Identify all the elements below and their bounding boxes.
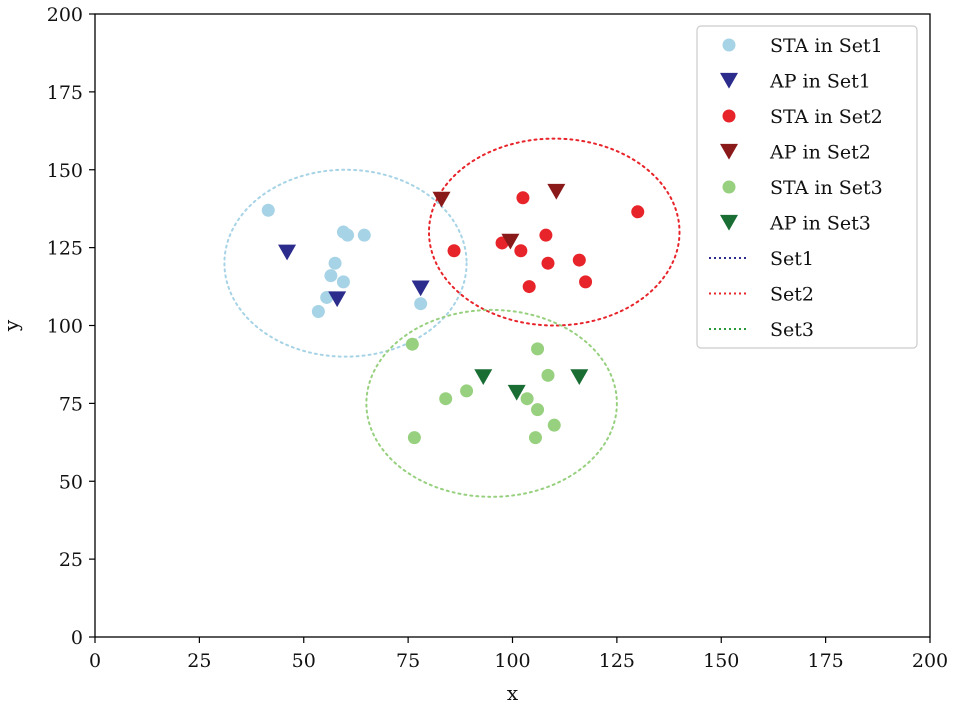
y-axis-label: y (0, 319, 23, 332)
sta-in-set3-point (531, 342, 545, 356)
y-tick-label: 0 (71, 627, 83, 649)
ap-in-set3-marker (474, 369, 493, 385)
y-tick-label: 175 (47, 82, 83, 104)
sta-in-set1-point (324, 269, 338, 283)
sta-in-set3-point (407, 431, 421, 445)
legend-ap-in-set2-label: AP in Set2 (769, 142, 871, 164)
sta-in-set2-point (514, 244, 528, 258)
sta-in-set3-point (439, 392, 453, 406)
sta-in-set1-point (357, 228, 371, 242)
cluster-ellipse-set3 (365, 308, 618, 498)
legend-box (696, 25, 918, 349)
sta-in-set1-point (328, 256, 342, 270)
sta-in-set3-point (541, 368, 555, 382)
sta-in-set2-point (522, 280, 536, 294)
y-tick-label: 50 (59, 471, 83, 493)
y-tick-label: 150 (47, 160, 83, 182)
sta-in-set1-point (414, 297, 428, 311)
x-tick-label: 200 (912, 650, 948, 672)
x-tick-label: 25 (187, 650, 211, 672)
cluster-ellipse-set1 (223, 168, 468, 358)
legend-ap-in-set3-label: AP in Set3 (769, 213, 871, 235)
ap-in-set2-marker (432, 191, 451, 208)
legend-set1-label: Set1 (770, 248, 814, 270)
x-tick-label: 150 (703, 650, 739, 672)
ap-in-set1-marker (411, 280, 430, 297)
x-tick-label: 50 (292, 650, 316, 672)
x-tick-label: 175 (807, 650, 843, 672)
legend-ap-in-set2-swatch (720, 143, 738, 160)
y-tick-label: 25 (59, 549, 83, 571)
x-tick-label: 100 (494, 650, 530, 672)
ap-in-set1-marker (278, 244, 297, 261)
legend-sta-in-set3-label: STA in Set3 (770, 177, 883, 199)
x-axis-label: x (507, 681, 519, 705)
legend-sta-in-set1-label: STA in Set1 (770, 35, 883, 57)
ap-in-set2-marker (501, 233, 520, 250)
legend-ap-in-set1-swatch (720, 72, 738, 89)
legend: STA in Set1 AP in Set1 STA in Set2 AP in Se… (696, 25, 918, 349)
legend-set2-label: Set2 (770, 284, 814, 306)
sta-in-set2-point (516, 191, 530, 205)
ap-in-set3-marker (570, 369, 589, 385)
y-tick-label: 200 (47, 4, 83, 26)
sta-in-set2-point (447, 244, 461, 258)
ap-in-set2-marker (547, 183, 566, 200)
sta-in-set3-point (405, 337, 419, 351)
ap-in-set3-marker (507, 384, 526, 401)
sta-in-set3-point (531, 403, 545, 417)
legend-ap-in-set1-label: AP in Set1 (769, 71, 871, 93)
y-tick-label: 100 (47, 316, 83, 338)
legend-sta-in-set3-swatch (722, 180, 736, 194)
x-tick-label: 75 (396, 650, 420, 672)
legend-ap-in-set3-swatch (720, 214, 738, 231)
sta-in-set3-point (547, 418, 561, 432)
y-tick-label: 125 (47, 238, 83, 260)
sta-in-set2-point (631, 205, 645, 219)
legend-set3-label: Set3 (770, 319, 814, 341)
legend-sta-in-set2-label: STA in Set2 (770, 106, 883, 128)
x-tick-label: 0 (89, 650, 101, 672)
sta-in-set3-point (520, 392, 534, 406)
sta-in-set3-point (528, 431, 542, 445)
sta-in-set1-point (261, 203, 275, 217)
sta-in-set2-point (541, 256, 555, 270)
cluster-ellipse-set2 (428, 137, 681, 327)
sta-in-set2-point (572, 253, 586, 267)
legend-sta-in-set1-swatch (722, 38, 736, 52)
sta-in-set2-point (539, 228, 553, 242)
y-tick-label: 75 (59, 393, 83, 415)
sta-in-set2-point (579, 275, 593, 289)
ap-in-set1-marker (328, 291, 347, 308)
sta-in-set1-point (311, 304, 325, 318)
sta-in-set1-point (336, 275, 350, 289)
sta-in-set1-point (341, 228, 355, 242)
sta-in-set3-point (460, 384, 474, 398)
x-tick-label: 125 (599, 650, 635, 672)
legend-sta-in-set2-swatch (722, 109, 736, 123)
